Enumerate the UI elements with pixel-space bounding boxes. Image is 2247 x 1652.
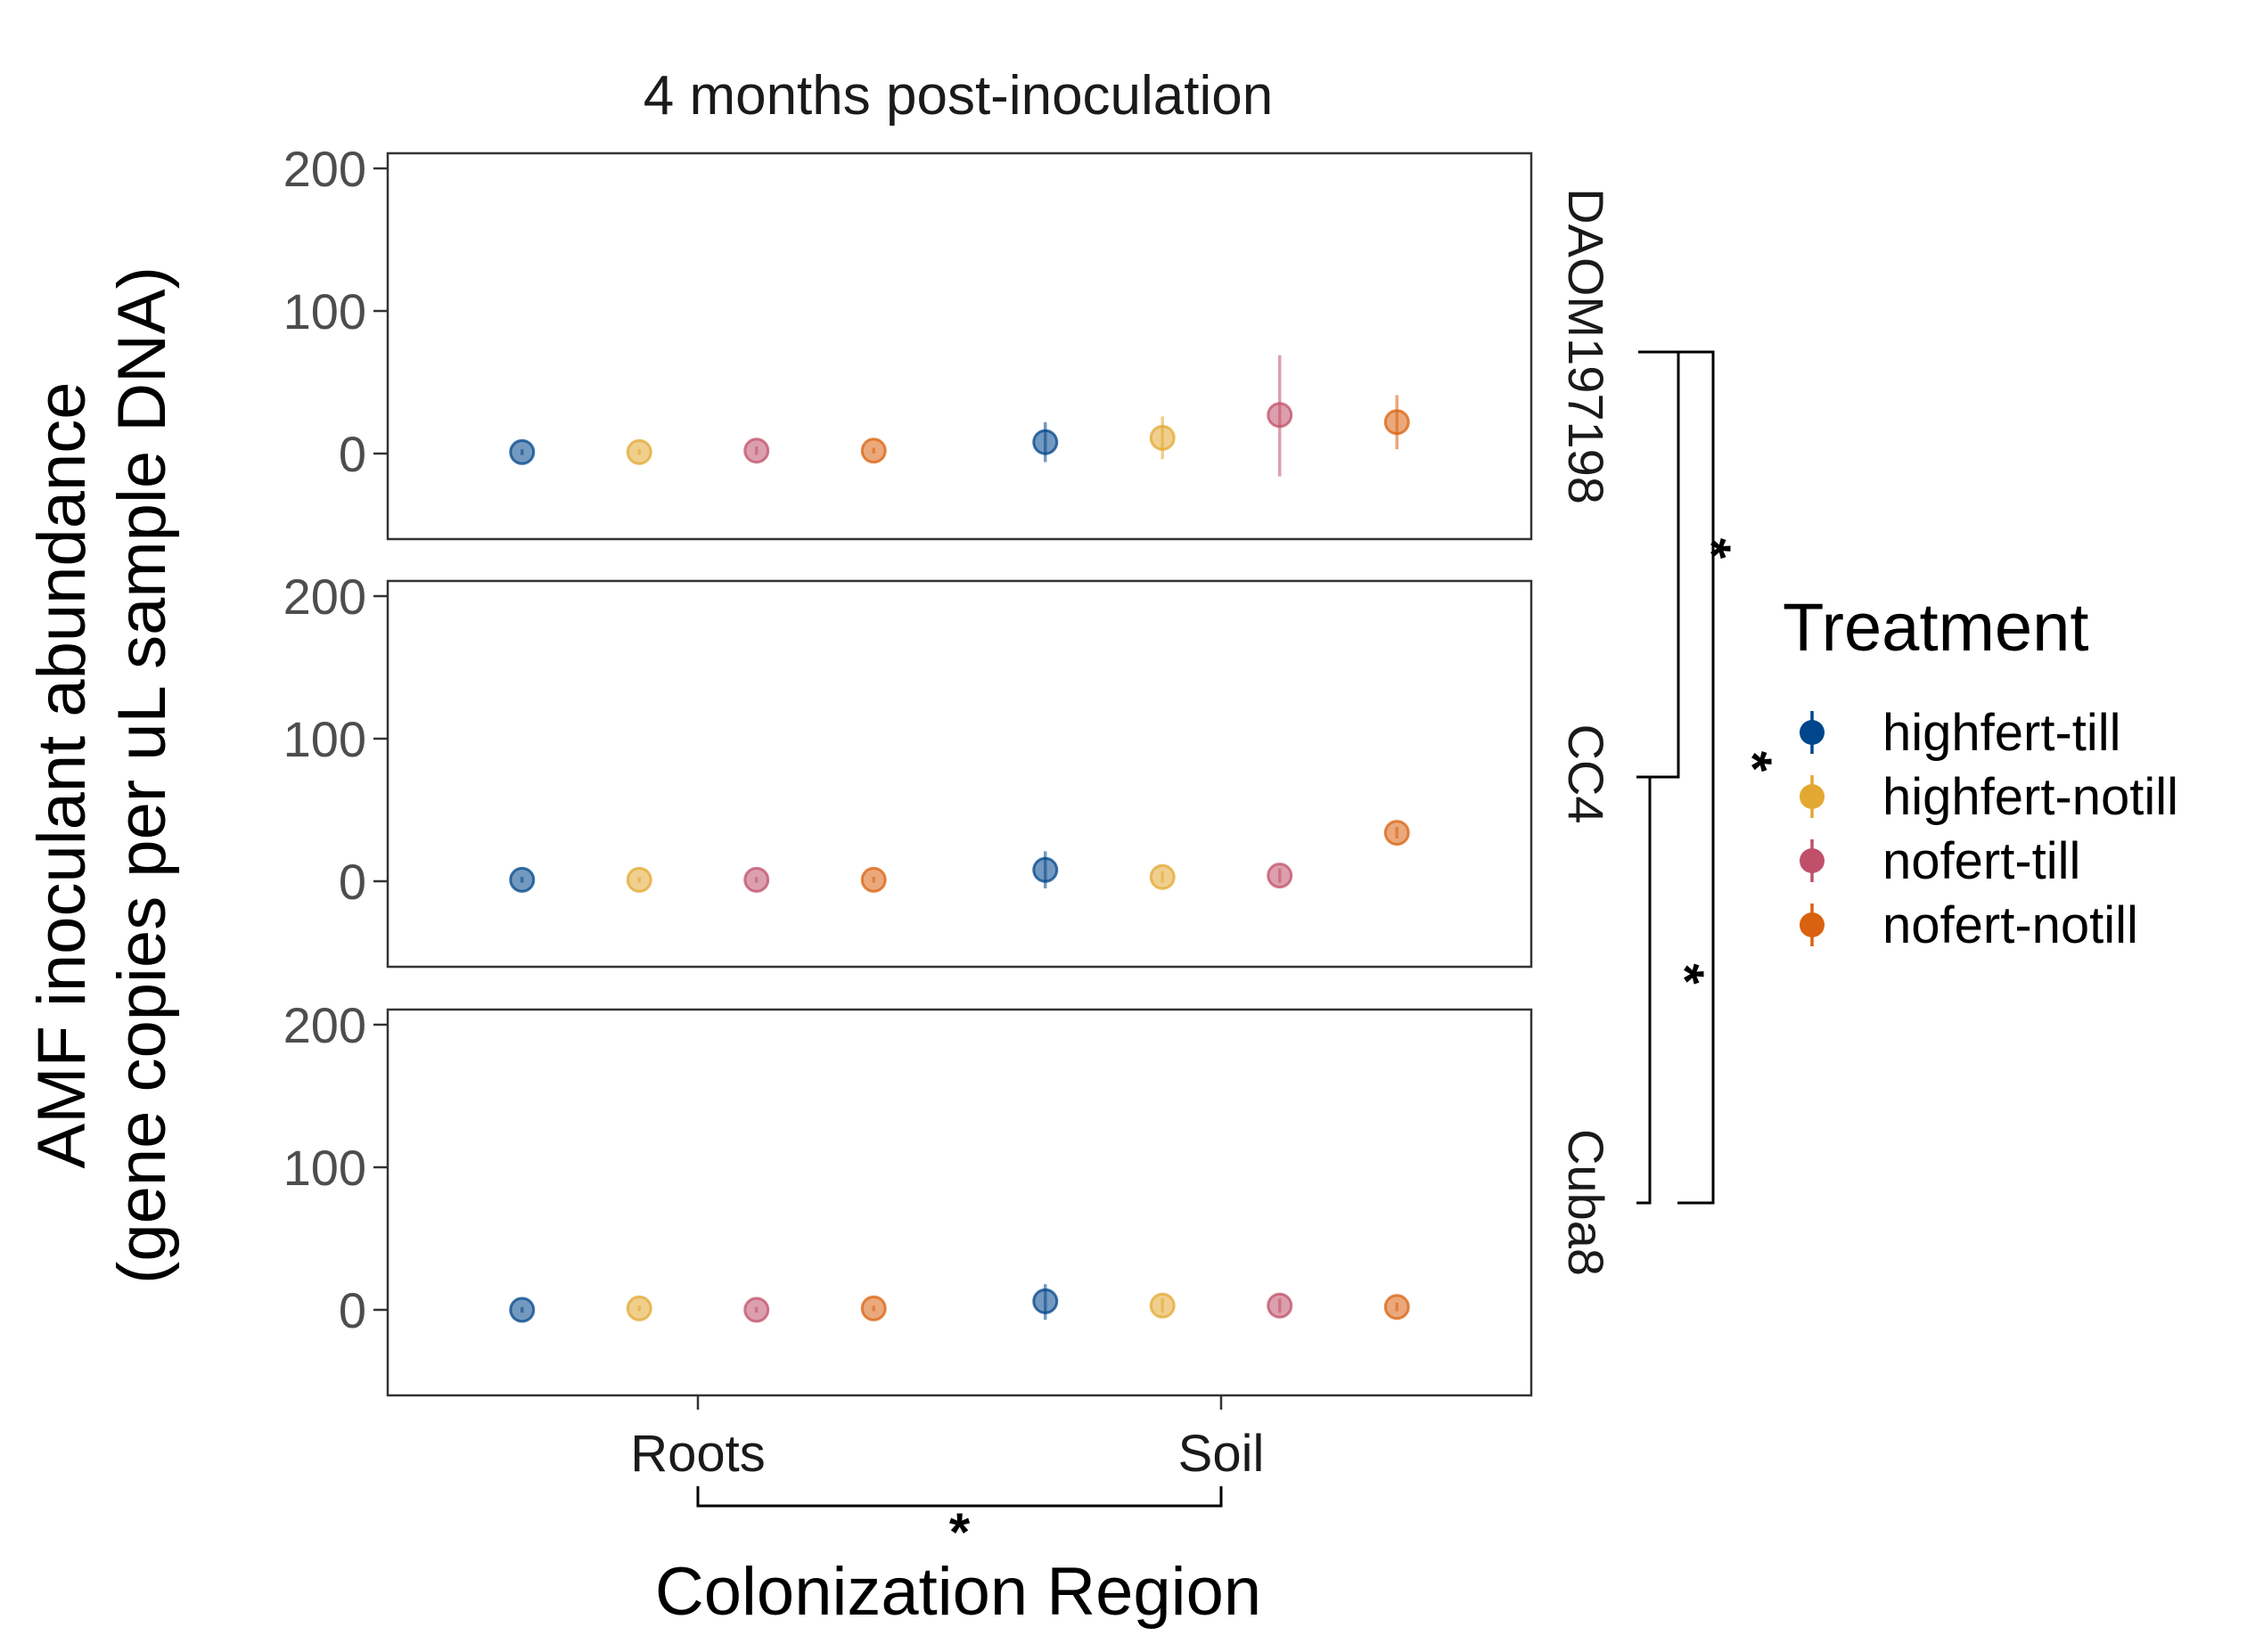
legend-key-marker <box>1800 848 1825 873</box>
strip-label-daom197198: DAOM197198 <box>1558 188 1614 504</box>
data-point-nofert-notill <box>860 866 887 893</box>
point-marker <box>509 866 536 893</box>
strip-significance-star: * <box>1655 963 1715 985</box>
point-marker <box>1032 1288 1059 1314</box>
data-point-highfert-till <box>509 1296 536 1323</box>
legend-title: Treatment <box>1783 590 2089 666</box>
point-marker <box>1032 429 1059 455</box>
data-point-highfert-till <box>1032 851 1059 888</box>
data-point-highfert-notill <box>1149 416 1176 460</box>
data-point-nofert-till <box>1267 863 1293 889</box>
point-marker <box>626 1295 652 1321</box>
x-tick-label-roots: Roots <box>630 1425 766 1483</box>
data-point-nofert-till <box>1267 355 1293 477</box>
data-point-nofert-notill <box>1383 820 1410 846</box>
y-tick-label: 100 <box>283 711 366 767</box>
strip-significance-star: * <box>1723 751 1783 773</box>
legend-entry-nofert-till: nofert-till <box>1800 832 2080 890</box>
data-point-highfert-notill <box>1149 1292 1176 1319</box>
facet-panel-cuba8: 0 100 200 Cuba8 <box>283 997 1614 1397</box>
legend-label: nofert-till <box>1882 832 2080 890</box>
legend-entry-highfert-till: highfert-till <box>1800 704 2121 762</box>
point-marker <box>1149 424 1176 451</box>
point-marker <box>1267 402 1293 429</box>
legend-label: highfert-till <box>1882 704 2121 762</box>
facet-panel-cc4: 0 100 200 CC4 <box>283 568 1614 969</box>
point-marker <box>860 1295 887 1321</box>
point-marker <box>1383 1294 1410 1321</box>
legend-entry-highfert-notill: highfert-notill <box>1800 768 2178 826</box>
point-marker <box>1383 820 1410 846</box>
y-axis-title-line2: (gene copies per uL sample DNA) <box>104 266 180 1284</box>
y-tick-label: 100 <box>283 283 366 339</box>
y-axis-title-line1: AMF inoculant abundance <box>24 381 100 1168</box>
data-point-nofert-notill <box>1383 395 1410 450</box>
point-marker <box>1149 1292 1176 1319</box>
chart-title: 4 months post-inoculation <box>644 65 1274 127</box>
legend-label: nofert-notill <box>1882 896 2138 954</box>
data-point-nofert-till <box>743 1296 770 1323</box>
data-point-nofert-till <box>743 438 770 464</box>
strip-label-cc4: CC4 <box>1558 724 1614 823</box>
panel-border <box>386 151 1533 541</box>
data-point-highfert-till <box>1032 421 1059 462</box>
y-tick-label: 0 <box>339 854 366 910</box>
strip-significance-bracket <box>1636 775 1652 1205</box>
y-tick-label: 200 <box>283 568 366 625</box>
data-point-nofert-notill <box>860 1295 887 1321</box>
x-tick-label-soil: Soil <box>1178 1425 1265 1483</box>
y-tick-label: 200 <box>283 997 366 1053</box>
data-point-highfert-notill <box>626 1295 652 1321</box>
data-point-nofert-notill <box>1383 1294 1410 1321</box>
point-marker <box>509 438 536 465</box>
panel-border <box>386 579 1533 969</box>
x-significance-star: * <box>949 1502 971 1562</box>
point-marker <box>1267 1292 1293 1319</box>
point-marker <box>626 866 652 893</box>
legend-key-marker <box>1800 784 1825 809</box>
legend-key-marker <box>1800 912 1825 937</box>
x-axis-title: Colonization Region <box>655 1554 1261 1630</box>
point-marker <box>1149 863 1176 890</box>
point-marker <box>743 866 770 893</box>
x-axis: Roots Soil <box>630 1395 1264 1483</box>
x-significance-bracket <box>696 1486 1223 1508</box>
point-marker <box>743 1296 770 1323</box>
legend-entry-nofert-notill: nofert-notill <box>1800 896 2138 954</box>
data-point-highfert-till <box>1032 1284 1059 1321</box>
data-point-nofert-till <box>1267 1292 1293 1319</box>
data-point-highfert-till <box>509 438 536 465</box>
strip-significance-bracket <box>1638 350 1680 779</box>
data-point-nofert-till <box>743 866 770 893</box>
data-point-highfert-notill <box>1149 863 1176 890</box>
significance-brackets: **** <box>696 350 1783 1562</box>
data-point-highfert-notill <box>626 438 652 465</box>
panel-border <box>386 1008 1533 1397</box>
point-marker <box>509 1296 536 1323</box>
legend-key-marker <box>1800 720 1825 745</box>
point-marker <box>860 438 887 464</box>
point-marker <box>1383 409 1410 436</box>
y-tick-label: 100 <box>283 1140 366 1196</box>
y-tick-label: 200 <box>283 141 366 197</box>
point-marker <box>860 866 887 893</box>
data-point-nofert-notill <box>860 438 887 464</box>
point-marker <box>626 438 652 465</box>
y-tick-label: 0 <box>339 426 366 482</box>
strip-significance-bracket <box>1677 350 1715 1205</box>
legend-label: highfert-notill <box>1882 768 2178 826</box>
facet-panel-daom197198: 0 100 200 DAOM197198 <box>283 141 1614 541</box>
y-axis-title: AMF inoculant abundance (gene copies per… <box>24 266 180 1284</box>
point-marker <box>1032 856 1059 883</box>
facet-panels: 0 100 200 DAOM197198 0 100 200 CC4 0 100 200 Cuba8 <box>283 141 1614 1397</box>
legend: Treatment highfert-till highfert-notill no… <box>1783 590 2178 954</box>
y-tick-label: 0 <box>339 1282 366 1338</box>
data-point-highfert-notill <box>626 866 652 893</box>
strip-label-cuba8: Cuba8 <box>1558 1129 1614 1276</box>
data-point-highfert-till <box>509 866 536 893</box>
point-marker <box>1267 863 1293 889</box>
point-marker <box>743 438 770 464</box>
